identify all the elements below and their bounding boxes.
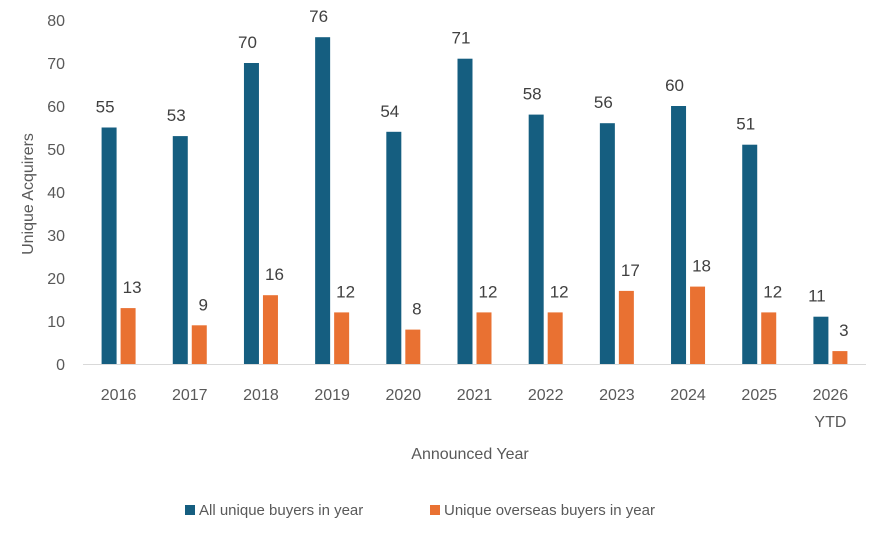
data-label: 18: [692, 257, 711, 276]
bar-overseas-buyers: [262, 295, 278, 364]
legend-label: All unique buyers in year: [199, 502, 363, 519]
bar-overseas-buyers: [191, 325, 207, 364]
data-label: 54: [380, 102, 399, 121]
bar-all-buyers: [243, 63, 259, 364]
data-label: 12: [479, 282, 498, 301]
bar-all-buyers: [742, 144, 758, 364]
legend-swatch: [430, 505, 440, 515]
x-tick-line: 2016: [101, 387, 137, 404]
bars: [101, 37, 848, 364]
data-label: 3: [839, 321, 848, 340]
x-tick-label: 2025: [741, 387, 777, 404]
x-tick-label: 2017: [172, 387, 208, 404]
x-axis-title: Announced Year: [411, 446, 529, 463]
data-labels: 55 13 53 9 70 16 76 12 54 8 71 12 58 12 56 17 60 18 51 12 11…: [96, 7, 849, 340]
legend-item: Unique overseas buyers in year: [430, 502, 655, 519]
x-tick-label: 2023: [599, 387, 635, 404]
x-tick-line: 2019: [314, 387, 350, 404]
x-tick-line: 2025: [741, 387, 777, 404]
data-label: 51: [736, 115, 755, 134]
bar-all-buyers: [101, 127, 117, 364]
x-axis-ticks: 2016 2017 2018 2019 2020 2021 2022 2023 2024 2025…: [101, 387, 849, 431]
legend-swatch: [185, 505, 195, 515]
x-tick-line: 2026: [813, 387, 849, 404]
data-label: 12: [550, 282, 569, 301]
data-label: 12: [763, 282, 782, 301]
y-tick-label: 10: [47, 314, 65, 331]
x-tick-line: YTD: [814, 414, 846, 431]
bar-all-buyers: [315, 37, 331, 364]
x-tick-line: 2023: [599, 387, 635, 404]
y-axis-ticks: 0 10 20 30 40 50 60 70 80: [47, 13, 65, 374]
x-tick-line: 2024: [670, 387, 706, 404]
data-label: 13: [123, 278, 142, 297]
y-tick-label: 70: [47, 56, 65, 73]
x-tick-label: 2019: [314, 387, 350, 404]
bar-overseas-buyers: [547, 312, 563, 364]
y-axis-title: Unique Acquirers: [20, 133, 37, 255]
x-tick-label: 2024: [670, 387, 706, 404]
bar-all-buyers: [813, 316, 829, 364]
bar-overseas-buyers: [761, 312, 777, 364]
x-tick-line: 2022: [528, 387, 564, 404]
x-tick-line: 2018: [243, 387, 279, 404]
bar-overseas-buyers: [405, 329, 421, 364]
bar-all-buyers: [386, 131, 402, 364]
data-label: 12: [336, 282, 355, 301]
y-tick-label: 30: [47, 228, 65, 245]
x-tick-label: 2018: [243, 387, 279, 404]
data-label: 8: [412, 300, 421, 319]
bar-all-buyers: [599, 123, 615, 364]
x-tick-label: 2022: [528, 387, 564, 404]
y-tick-label: 0: [56, 357, 65, 374]
x-tick-line: 2021: [457, 387, 493, 404]
data-label: 60: [665, 76, 684, 95]
data-label: 70: [238, 33, 257, 52]
data-label: 71: [452, 29, 471, 48]
bar-all-buyers: [528, 114, 544, 364]
bar-overseas-buyers: [618, 290, 634, 364]
data-label: 53: [167, 106, 186, 125]
x-tick-label: 2021: [457, 387, 493, 404]
legend-item: All unique buyers in year: [185, 502, 363, 519]
data-label: 11: [808, 287, 826, 306]
data-label: 56: [594, 93, 613, 112]
data-label: 17: [621, 261, 640, 280]
bar-overseas-buyers: [120, 308, 136, 364]
y-tick-label: 40: [47, 185, 65, 202]
bar-overseas-buyers: [832, 351, 848, 364]
bar-overseas-buyers: [334, 312, 350, 364]
data-label: 16: [265, 265, 284, 284]
data-label: 76: [309, 7, 328, 26]
legend-label: Unique overseas buyers in year: [444, 502, 655, 519]
data-label: 58: [523, 85, 542, 104]
bar-overseas-buyers: [476, 312, 492, 364]
bar-all-buyers: [172, 136, 188, 364]
x-tick-line: 2020: [386, 387, 422, 404]
data-label: 9: [199, 295, 208, 314]
bar-overseas-buyers: [690, 286, 706, 364]
x-tick-line: 2017: [172, 387, 208, 404]
y-tick-label: 80: [47, 13, 65, 30]
data-label: 55: [96, 98, 115, 117]
bar-all-buyers: [457, 58, 473, 364]
x-tick-label: 2020: [386, 387, 422, 404]
bar-all-buyers: [671, 106, 687, 364]
legend: All unique buyers in year Unique overseas…: [185, 502, 655, 519]
x-tick-label: 2016: [101, 387, 137, 404]
y-tick-label: 50: [47, 142, 65, 159]
y-tick-label: 20: [47, 271, 65, 288]
y-tick-label: 60: [47, 99, 65, 116]
x-tick-label: 2026 YTD: [813, 387, 849, 431]
